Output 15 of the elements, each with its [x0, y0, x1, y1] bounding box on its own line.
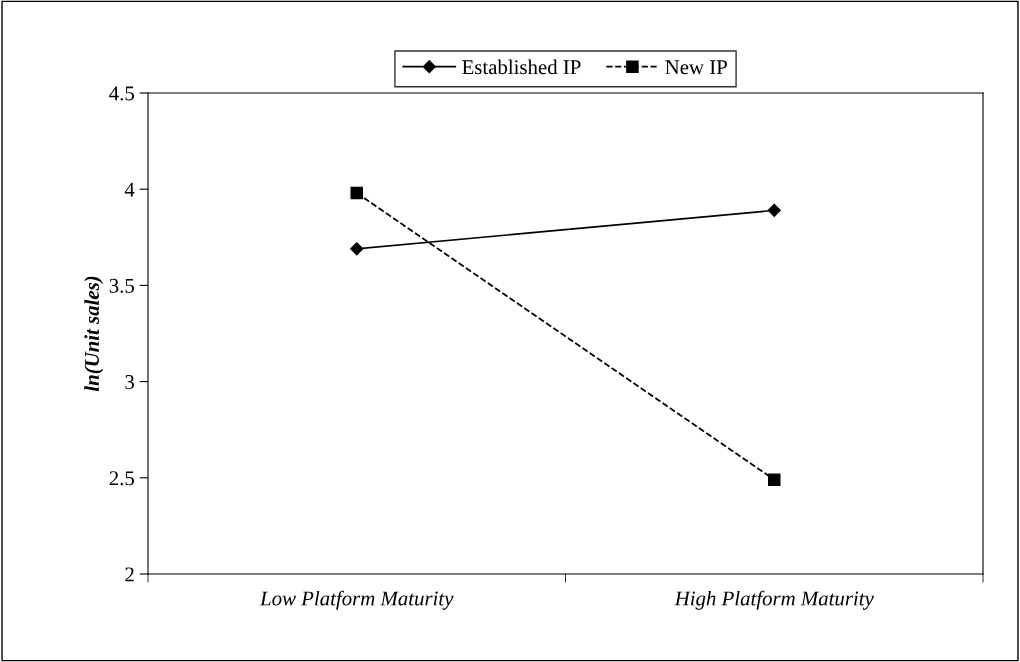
point — [350, 186, 364, 200]
point — [767, 203, 781, 217]
point — [350, 242, 364, 256]
x-tick-label: High Platform Maturity — [674, 590, 874, 610]
point — [767, 473, 781, 486]
y-tick-label: 2.5 — [109, 471, 134, 486]
y-axis-title: ln(Unit sales) — [84, 276, 104, 392]
legend-label: New IP — [665, 60, 727, 75]
legend-label: Established IP — [462, 59, 581, 75]
y-tick-label: 2 — [125, 567, 134, 582]
y-tick-label: 3 — [125, 375, 134, 390]
y-tick-label: 4 — [124, 182, 135, 197]
y-tick-label: 3.5 — [109, 278, 134, 293]
x-tick-label: Low Platform Maturity — [259, 590, 454, 610]
y-tick-label: 4.5 — [109, 86, 134, 101]
